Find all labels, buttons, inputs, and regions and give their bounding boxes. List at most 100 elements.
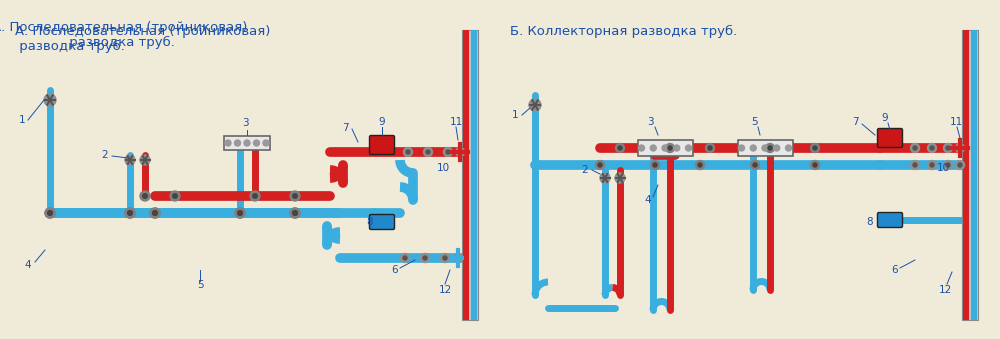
Bar	[963, 30, 969, 320]
Circle shape	[639, 145, 644, 151]
Text: 1: 1	[19, 115, 25, 125]
Circle shape	[930, 146, 934, 150]
Circle shape	[400, 254, 410, 262]
Bar	[224, 136, 270, 150]
Circle shape	[810, 160, 820, 170]
Circle shape	[290, 191, 300, 201]
Circle shape	[150, 208, 160, 218]
Circle shape	[910, 160, 920, 170]
Circle shape	[750, 160, 760, 170]
Circle shape	[290, 208, 300, 218]
Circle shape	[750, 145, 756, 151]
Circle shape	[440, 254, 450, 262]
Circle shape	[762, 145, 768, 151]
Circle shape	[244, 140, 250, 146]
Circle shape	[616, 143, 624, 153]
Bar	[971, 30, 977, 320]
Circle shape	[45, 208, 55, 218]
Text: 3: 3	[647, 117, 653, 127]
Circle shape	[910, 143, 920, 153]
Text: А. Последовательная (тройниковая)
 разводка труб.: А. Последовательная (тройниковая) развод…	[0, 21, 248, 49]
Circle shape	[529, 99, 541, 111]
FancyBboxPatch shape	[878, 213, 902, 227]
Circle shape	[650, 145, 656, 151]
Circle shape	[596, 160, 604, 170]
Text: 12: 12	[938, 285, 952, 295]
Bar	[463, 30, 469, 320]
Circle shape	[44, 94, 56, 106]
Circle shape	[128, 211, 132, 215]
Circle shape	[653, 163, 657, 167]
Circle shape	[143, 194, 147, 198]
Circle shape	[235, 208, 245, 218]
Circle shape	[225, 140, 231, 146]
FancyBboxPatch shape	[370, 215, 394, 230]
Circle shape	[173, 194, 177, 198]
Circle shape	[598, 163, 602, 167]
Circle shape	[125, 208, 135, 218]
Circle shape	[406, 150, 410, 154]
Circle shape	[928, 143, 936, 153]
Circle shape	[293, 211, 297, 215]
Bar	[962, 30, 978, 320]
Circle shape	[140, 191, 150, 201]
Text: 11: 11	[949, 117, 963, 127]
Circle shape	[810, 143, 820, 153]
Text: 5: 5	[197, 280, 203, 290]
Circle shape	[250, 191, 260, 201]
Text: 3: 3	[242, 118, 248, 128]
Circle shape	[423, 256, 427, 260]
Circle shape	[786, 145, 792, 151]
Circle shape	[125, 155, 135, 165]
Circle shape	[443, 256, 447, 260]
Circle shape	[650, 160, 660, 170]
Circle shape	[254, 140, 260, 146]
Circle shape	[706, 143, 714, 153]
Text: 4: 4	[645, 195, 651, 205]
Text: 8: 8	[367, 217, 373, 227]
Bar	[638, 140, 692, 156]
Bar	[738, 140, 792, 156]
Circle shape	[238, 211, 242, 215]
Text: 5: 5	[752, 117, 758, 127]
Circle shape	[446, 150, 450, 154]
Text: 6: 6	[392, 265, 398, 275]
Circle shape	[686, 145, 692, 151]
Circle shape	[125, 208, 135, 218]
Circle shape	[708, 146, 712, 150]
Circle shape	[170, 191, 180, 201]
Text: 4: 4	[25, 260, 31, 270]
Circle shape	[946, 163, 950, 167]
Text: 2: 2	[582, 165, 588, 175]
Bar	[462, 30, 478, 320]
Text: 10: 10	[436, 163, 450, 173]
Circle shape	[913, 146, 917, 150]
FancyBboxPatch shape	[370, 136, 394, 155]
Circle shape	[913, 163, 917, 167]
Text: 9: 9	[882, 113, 888, 123]
Circle shape	[753, 163, 757, 167]
Circle shape	[958, 146, 962, 150]
Circle shape	[698, 163, 702, 167]
Circle shape	[930, 163, 934, 167]
Text: 12: 12	[438, 285, 452, 295]
Circle shape	[140, 155, 150, 165]
Text: 8: 8	[867, 217, 873, 227]
Circle shape	[944, 160, 952, 170]
Text: 10: 10	[936, 163, 950, 173]
Circle shape	[404, 147, 413, 157]
Circle shape	[238, 211, 242, 215]
Text: 7: 7	[342, 123, 348, 133]
Circle shape	[662, 145, 668, 151]
Bar	[471, 30, 477, 320]
Circle shape	[263, 140, 269, 146]
Circle shape	[456, 147, 464, 157]
Circle shape	[426, 150, 430, 154]
Circle shape	[813, 163, 817, 167]
FancyBboxPatch shape	[878, 128, 902, 147]
Circle shape	[153, 211, 157, 215]
Circle shape	[48, 211, 52, 215]
Circle shape	[45, 208, 55, 218]
Circle shape	[293, 194, 297, 198]
Circle shape	[420, 254, 430, 262]
